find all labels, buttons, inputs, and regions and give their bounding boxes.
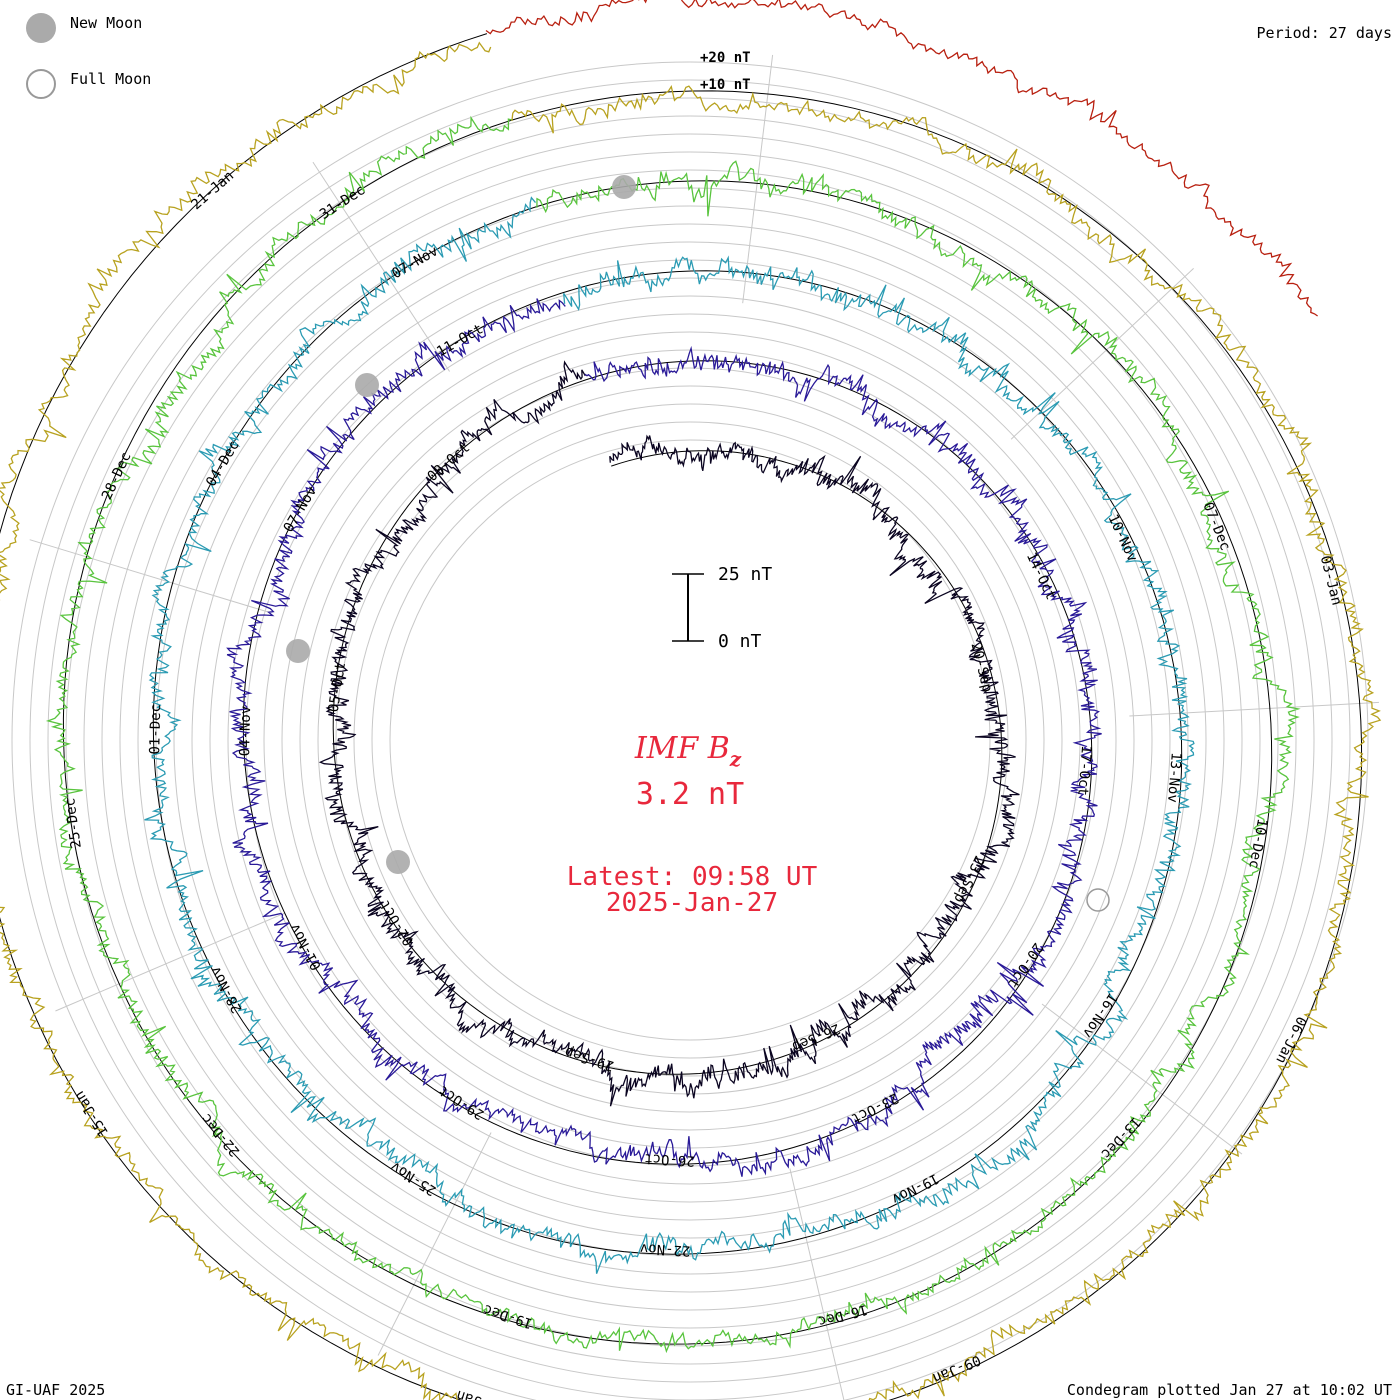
day-spoke <box>789 1168 845 1400</box>
day-label: 08-Oct <box>425 440 474 485</box>
day-label: 16-Dec <box>816 1301 869 1329</box>
center-date: 2025-Jan-27 <box>606 888 778 918</box>
day-label: 19-Nov <box>889 1170 941 1207</box>
day-label: 04-Nov <box>237 706 254 757</box>
day-label: 26-Sep <box>790 1020 843 1054</box>
new-moon-marker <box>355 373 379 397</box>
period-label: Period: 27 days <box>1256 24 1392 42</box>
day-label: 22-Nov <box>639 1240 690 1258</box>
day-label: 07-Nov <box>389 243 441 282</box>
grid-circle <box>209 259 1171 1221</box>
day-label: 05-Oct <box>326 661 349 713</box>
series-line-6 <box>485 0 1318 317</box>
scale-label-20: +20 nT <box>700 50 751 66</box>
new-moon-marker <box>286 639 310 663</box>
day-label: 09-Jan <box>930 1351 983 1385</box>
grid-circle <box>263 313 1117 1167</box>
moon-markers <box>286 175 1110 912</box>
scale-label-10: +10 nT <box>700 77 751 93</box>
series-line-3 <box>144 196 1195 1274</box>
grid-circle <box>371 421 1009 1059</box>
series-line-2 <box>226 298 1102 1177</box>
center-value: 3.2 nT <box>636 777 744 812</box>
center-title-sub: z <box>729 747 742 771</box>
series-line-5 <box>0 41 1382 1400</box>
day-label: 01-Dec <box>147 704 164 755</box>
scale-bar-bottom-label: 0 nT <box>718 631 762 652</box>
day-spoke <box>377 1132 492 1356</box>
day-spoke <box>1010 267 1194 440</box>
day-spoke <box>55 912 286 1012</box>
day-label: 31-Dec <box>317 182 368 223</box>
grid-circle <box>119 169 1261 1311</box>
scale-bar: 25 nT 0 nT <box>672 564 772 652</box>
day-label: 13-Dec <box>1098 1114 1144 1162</box>
grid-circle <box>47 97 1333 1383</box>
series-line-1 <box>318 360 1020 1107</box>
grid-circle <box>173 223 1207 1257</box>
day-label: 13-Nov <box>1164 752 1184 804</box>
day-spoke <box>1129 701 1380 717</box>
zero-reference-line <box>0 33 1363 1400</box>
center-readout: IMF Bz 3.2 nT Latest: 09:58 UT 2025-Jan-… <box>567 731 818 918</box>
grid-circle <box>353 403 1027 1077</box>
day-label: 12-Jan <box>454 1387 507 1400</box>
day-label: 28-Nov <box>208 963 246 1015</box>
full-moon-icon <box>26 69 56 99</box>
legend-full-moon-label: Full Moon <box>70 70 152 88</box>
day-spoke <box>29 539 270 613</box>
day-spoke <box>312 161 450 372</box>
day-label: 29-Oct <box>436 1082 487 1123</box>
new-moon-icon <box>26 13 56 43</box>
plotted-timestamp: Condegram plotted Jan 27 at 10:02 UT <box>1066 1381 1392 1399</box>
grid-circle <box>83 133 1297 1347</box>
new-moon-marker <box>386 850 410 874</box>
zero-reference-circles <box>0 33 1363 1400</box>
scale-bar-top-label: 25 nT <box>718 564 772 585</box>
grid-circle <box>389 439 991 1041</box>
grid-circle <box>245 295 1135 1185</box>
center-latest: Latest: 09:58 UT <box>567 862 818 892</box>
zero-reference-line <box>332 379 1003 1075</box>
day-label: 15-Jan <box>72 1088 112 1139</box>
grid-circle <box>317 367 1063 1113</box>
day-label: 25-Dec <box>62 797 85 849</box>
day-spokes <box>29 54 1380 1400</box>
day-label: 26-Oct <box>644 1150 695 1168</box>
center-title-main: IMF B <box>634 731 730 766</box>
new-moon-marker <box>612 175 636 199</box>
grid-circle <box>155 205 1225 1275</box>
center-title: IMF Bz <box>634 731 742 771</box>
day-spoke <box>742 54 774 304</box>
credit-label: GI-UAF 2025 <box>6 1381 106 1399</box>
day-label: 10-Nov <box>1104 512 1140 565</box>
series-line-4 <box>45 115 1301 1354</box>
day-label: 17-Oct <box>1074 745 1094 797</box>
zero-reference-line <box>62 119 1273 1345</box>
day-label: 29-Sep <box>563 1043 616 1073</box>
day-label: 14-Oct <box>1023 550 1059 603</box>
day-label: 01-Nov <box>287 921 325 973</box>
grid-circle <box>335 385 1045 1095</box>
grid-circle <box>29 79 1351 1400</box>
legend-new-moon-label: New Moon <box>70 14 143 32</box>
day-spoke <box>1041 1003 1243 1155</box>
day-label: 10-Dec <box>1245 817 1270 870</box>
grid-circle <box>11 61 1369 1400</box>
full-moon-marker <box>1086 888 1110 912</box>
day-label: 07-Dec <box>1199 500 1233 553</box>
day-label: 23-Oct <box>849 1089 901 1126</box>
grid-circle <box>65 115 1315 1365</box>
grid-circle <box>227 277 1153 1203</box>
